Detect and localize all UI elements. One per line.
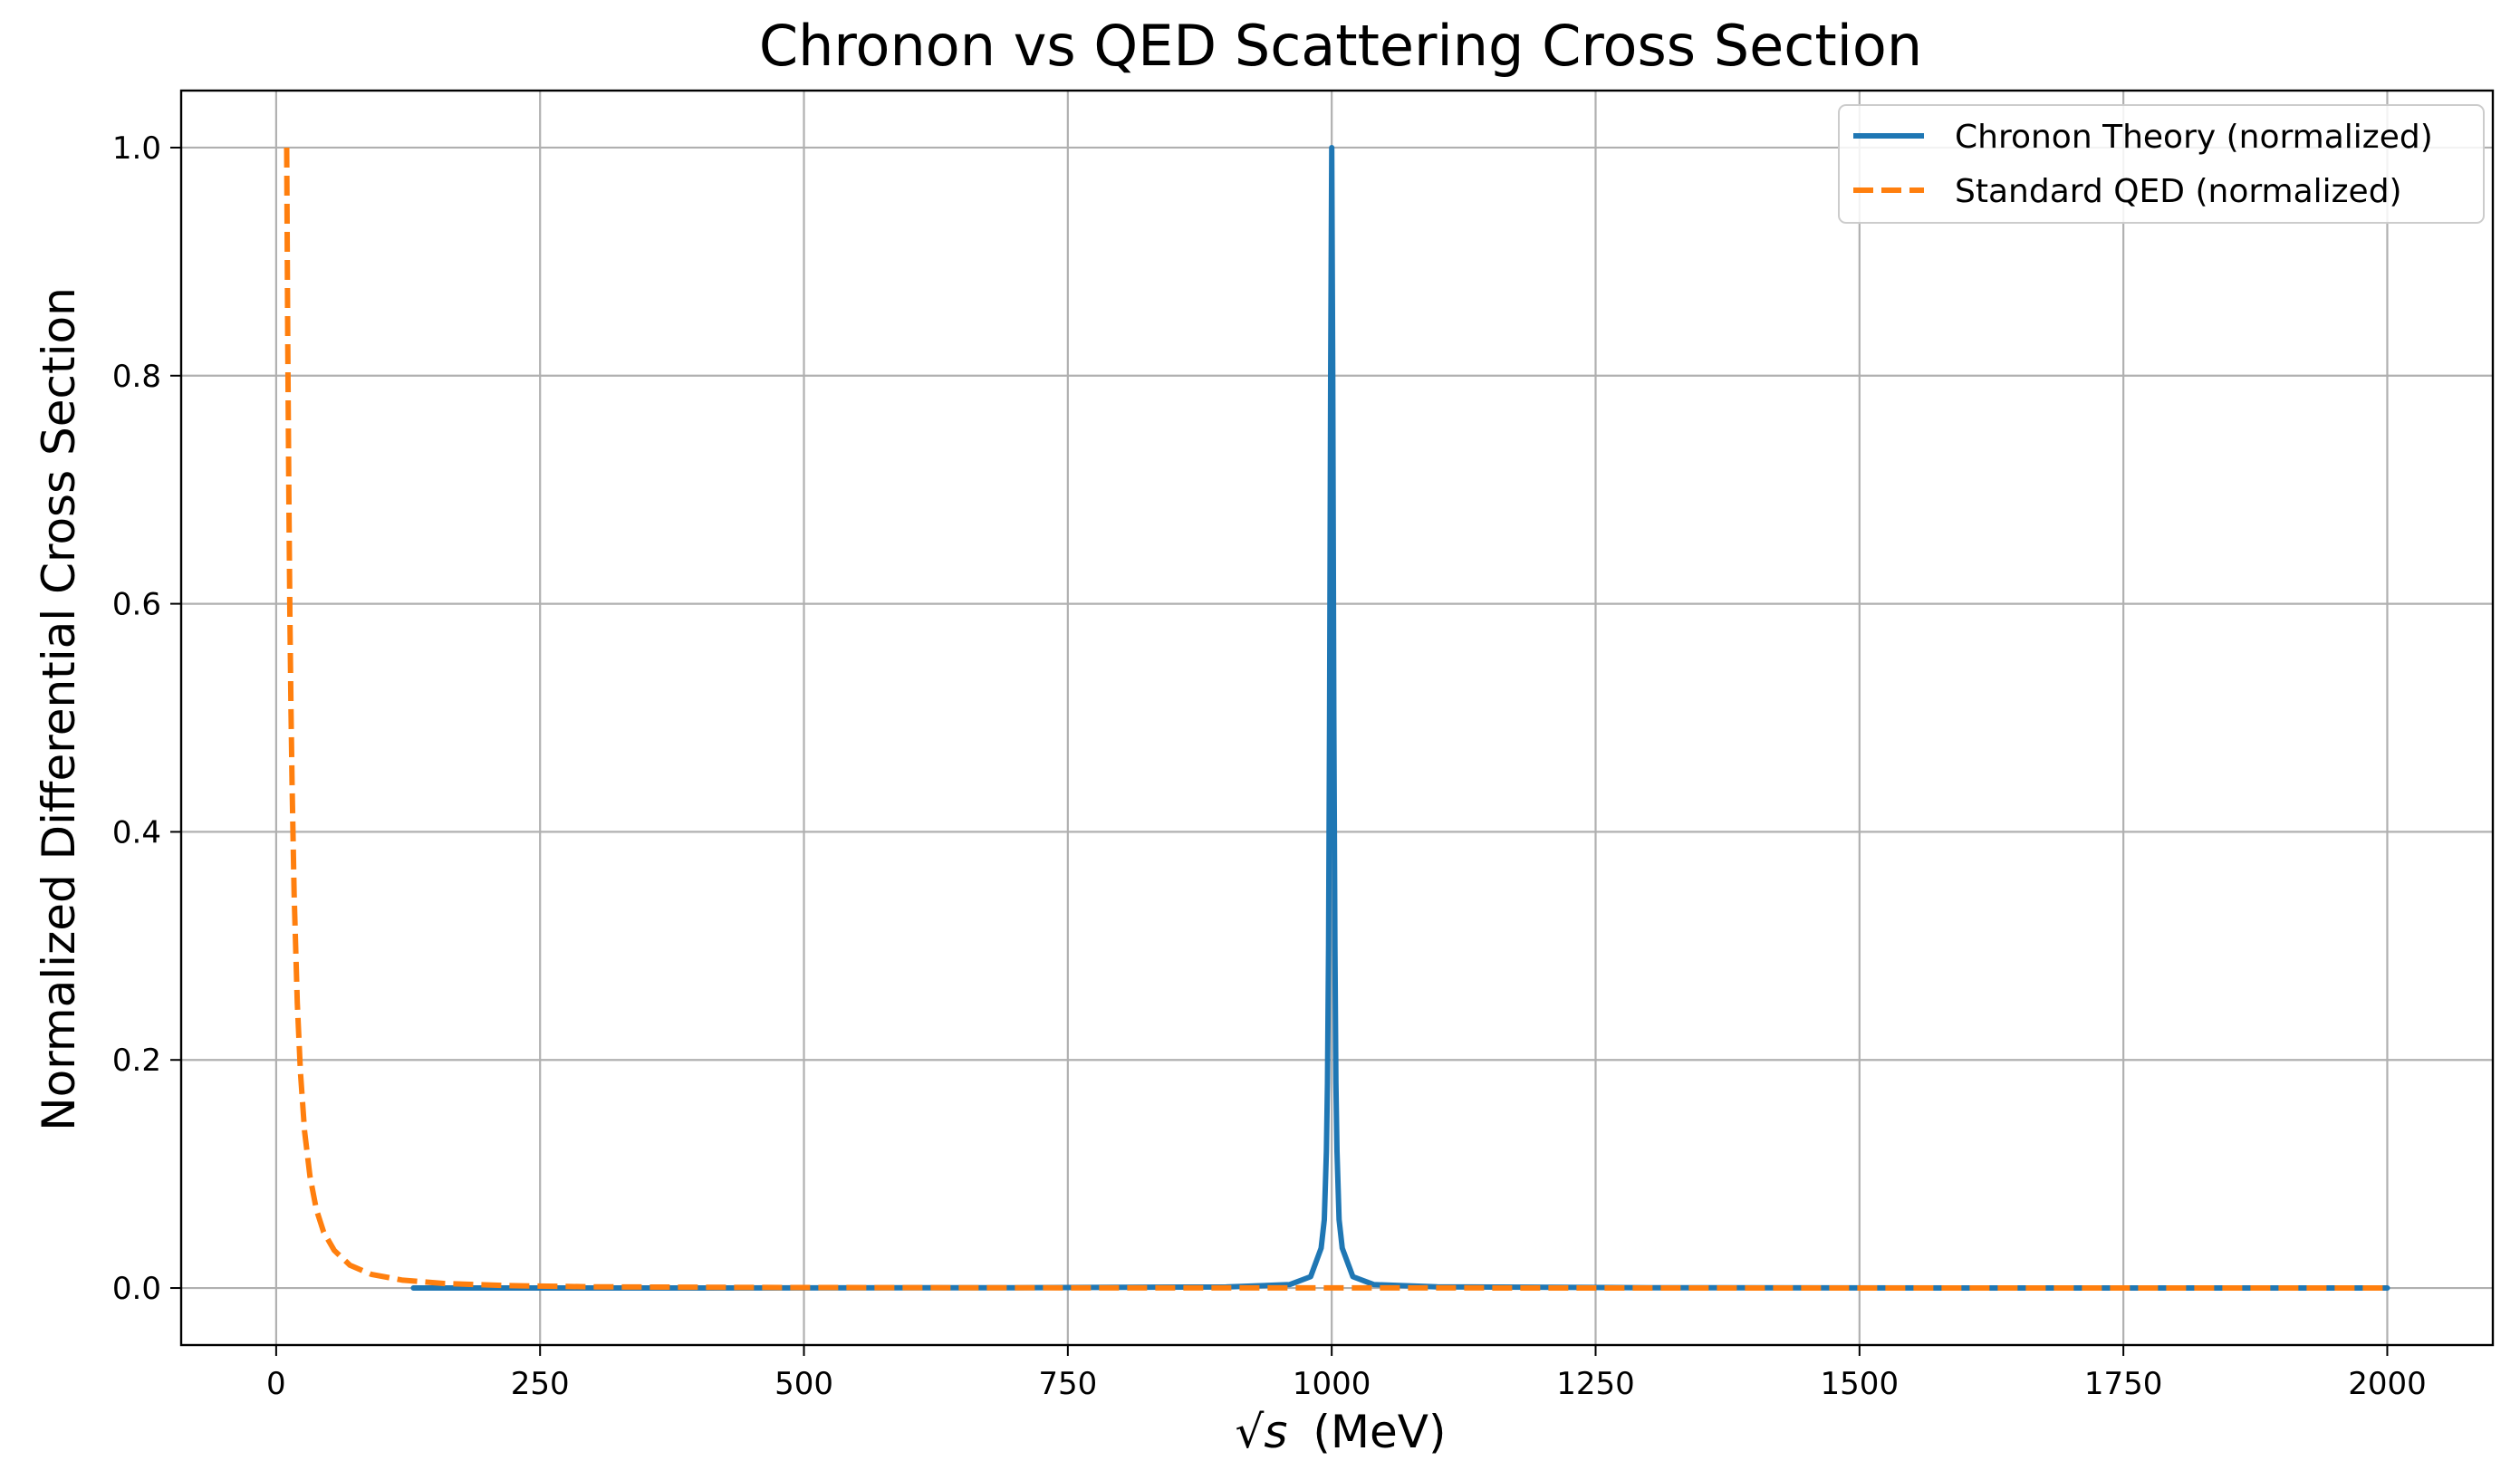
x-tick-label: 1250 <box>1556 1366 1635 1402</box>
x-tick-label: 500 <box>774 1366 833 1402</box>
ticks: 0 250 500 750 1000 1250 1500 1750 2000 0.0 0.2 0.4 0… <box>112 130 2427 1402</box>
x-axis-label: √s (MeV) <box>1236 1406 1447 1458</box>
y-axis-label: Normalized Differential Cross Section <box>33 287 85 1131</box>
series-line-2 <box>284 147 2388 1291</box>
y-tick-label: 0.4 <box>112 814 161 851</box>
x-tick-label: 2000 <box>2348 1366 2427 1402</box>
x-tick-label: 250 <box>511 1366 570 1402</box>
y-tick-label: 0.0 <box>112 1271 161 1307</box>
x-axis-label-unit: (MeV) <box>1313 1406 1446 1458</box>
x-axis-label-math: √s <box>1236 1406 1288 1458</box>
x-tick-label: 1000 <box>1293 1366 1371 1402</box>
legend-label: Standard QED (normalized) <box>1955 173 2402 210</box>
legend-box <box>1838 104 2485 224</box>
x-tick-label: 1750 <box>2084 1366 2163 1402</box>
series-layer <box>284 145 2390 1291</box>
y-tick-label: 0.6 <box>112 587 161 623</box>
legend: Chronon Theory (normalized) Standard QED … <box>1838 104 2485 224</box>
series-line-1 <box>410 145 2390 1291</box>
y-tick-label: 1.0 <box>112 130 161 167</box>
chart-title: Chronon vs QED Scattering Cross Section <box>759 13 1922 79</box>
x-tick-label: 750 <box>1038 1366 1097 1402</box>
legend-label: Chronon Theory (normalized) <box>1955 119 2433 156</box>
plot-frame <box>179 89 2495 1347</box>
y-tick-label: 0.8 <box>112 359 161 395</box>
y-tick-label: 0.2 <box>112 1043 161 1079</box>
x-tick-label: 0 <box>266 1366 286 1402</box>
x-tick-label: 1500 <box>1821 1366 1900 1402</box>
